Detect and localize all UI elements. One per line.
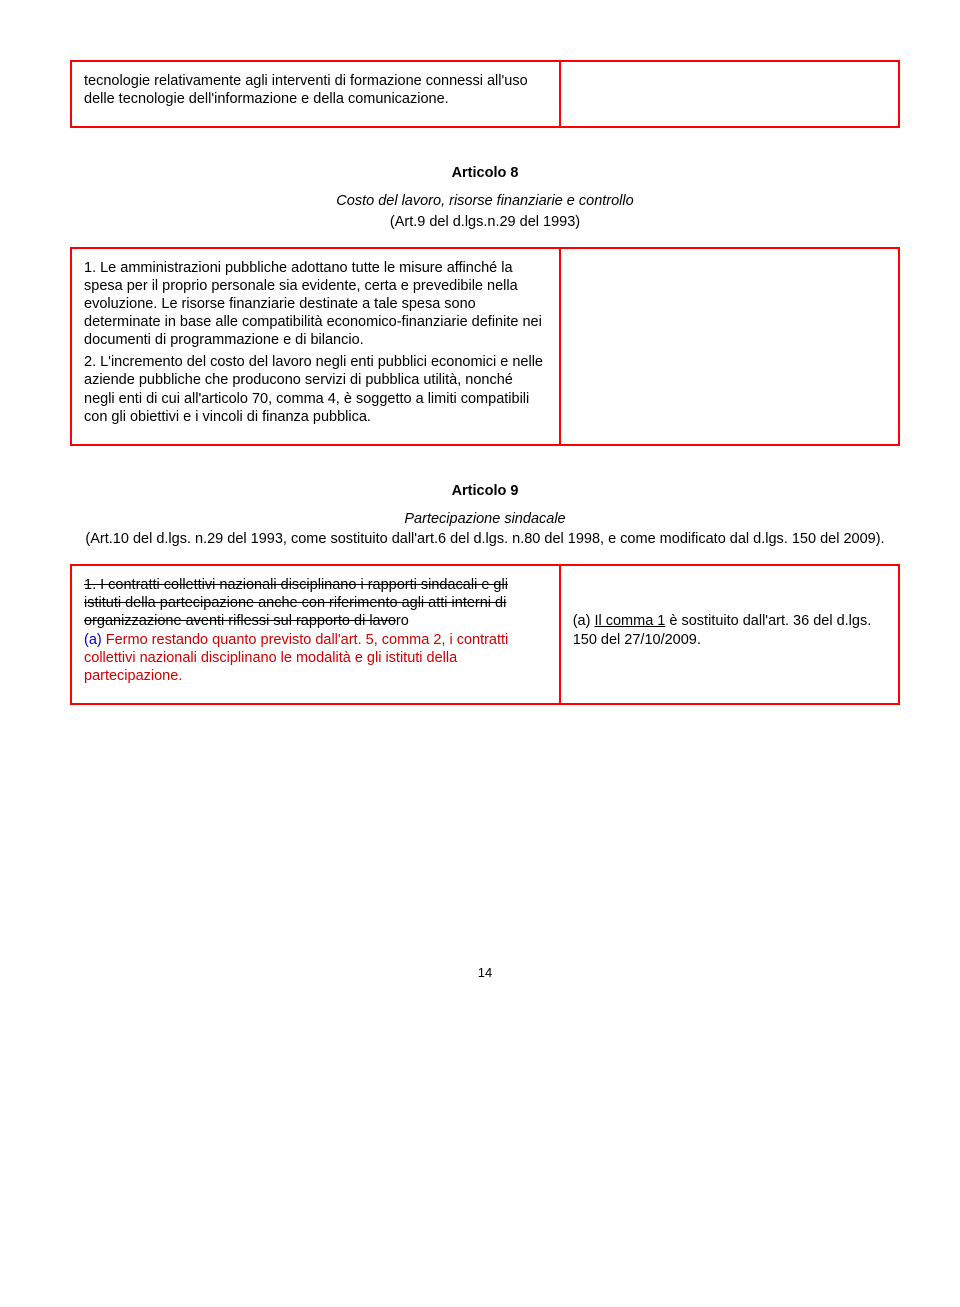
top-box-text: tecnologie relativamente agli interventi…	[84, 72, 547, 108]
article-9-subtitle: Partecipazione sindacale	[70, 510, 900, 528]
article-9-label-a: (a)	[84, 632, 102, 648]
article-8-subtitle: Costo del lavoro, risorse finanziarie e …	[70, 192, 900, 210]
article-9-right-label: (a)	[573, 613, 595, 629]
top-box-row: tecnologie relativamente agli interventi…	[70, 60, 900, 128]
article-8-title: Articolo 8	[70, 164, 900, 182]
article-9-left: 1. I contratti collettivi nazionali disc…	[70, 564, 560, 705]
article-9-strike-tail: ro	[396, 613, 409, 629]
article-9-right-underlined: Il comma 1	[594, 613, 665, 629]
article-9-right: (a) Il comma 1 è sostituito dall'art. 36…	[560, 564, 900, 705]
top-box-left: tecnologie relativamente agli interventi…	[70, 60, 560, 128]
article-8-row: 1. Le amministrazioni pubbliche adottano…	[70, 247, 900, 446]
article-8-left: 1. Le amministrazioni pubbliche adottano…	[70, 247, 560, 446]
article-8-ref: (Art.9 del d.lgs.n.29 del 1993)	[70, 213, 900, 231]
article-9-header: Articolo 9 Partecipazione sindacale (Art…	[70, 482, 900, 548]
article-8-header: Articolo 8 Costo del lavoro, risorse fin…	[70, 164, 900, 230]
article-9-strike: 1. I contratti collettivi nazionali disc…	[84, 577, 508, 629]
page-number: 14	[70, 965, 900, 981]
top-box-right	[560, 60, 900, 128]
article-9-row: 1. I contratti collettivi nazionali disc…	[70, 564, 900, 705]
article-9-right-content: (a) Il comma 1 è sostituito dall'art. 36…	[573, 612, 886, 648]
article-9-ref: (Art.10 del d.lgs. n.29 del 1993, come s…	[70, 530, 900, 548]
article-9-left-content: 1. I contratti collettivi nazionali disc…	[84, 576, 547, 685]
article-9-red-text: Fermo restando quanto previsto dall'art.…	[84, 632, 508, 684]
article-9-title: Articolo 9	[70, 482, 900, 500]
article-8-para1: 1. Le amministrazioni pubbliche adottano…	[84, 259, 547, 350]
article-8-para2: 2. L'incremento del costo del lavoro neg…	[84, 353, 547, 426]
article-8-right	[560, 247, 900, 446]
